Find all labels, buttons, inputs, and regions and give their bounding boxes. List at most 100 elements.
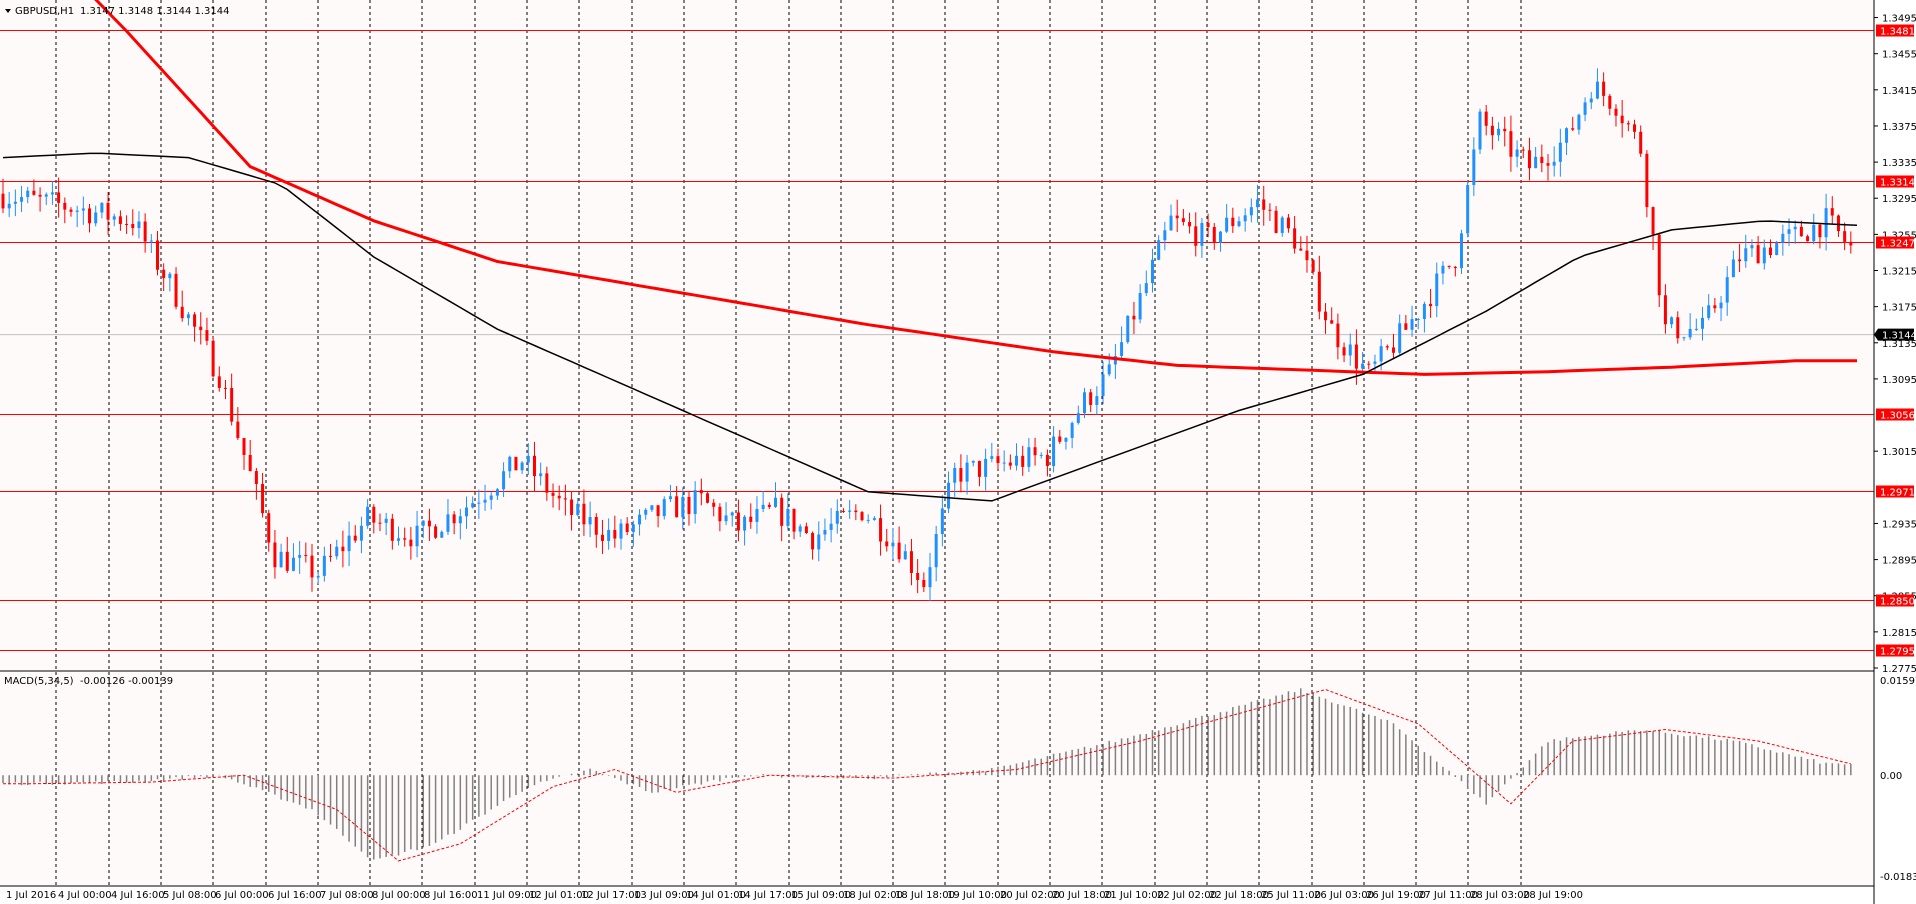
level-tag <box>1876 644 1914 657</box>
candle-body <box>162 269 166 279</box>
time-label: 19 Jul 10:00 <box>947 890 1007 901</box>
candle-body <box>1336 323 1340 348</box>
chart-header[interactable]: GBPUSD,H1 1.3147 1.3148 1.3144 1.3144 <box>5 6 230 17</box>
candle-body <box>1589 98 1593 103</box>
candle-body <box>891 542 895 547</box>
macd-header: MACD(5,34,5) -0.00126 -0.00139 <box>4 676 173 687</box>
candle-body <box>712 502 716 507</box>
candle-body <box>736 512 740 531</box>
price-tick-label: 1.3215 <box>1882 267 1916 278</box>
time-label: 4 Jul 16:00 <box>111 890 165 901</box>
candle-body <box>508 456 512 472</box>
candle-body <box>1317 271 1321 312</box>
candle-body <box>1639 131 1643 154</box>
time-label: 5 Jul 08:00 <box>163 890 217 901</box>
candle-body <box>1194 226 1198 246</box>
candle-body <box>1707 305 1711 318</box>
candle-body <box>965 462 969 482</box>
time-label: 26 Jul 03:00 <box>1314 890 1374 901</box>
candle-body <box>1799 226 1803 237</box>
candle-body <box>1113 355 1117 365</box>
candle-body <box>1101 374 1105 397</box>
candle-body <box>1694 328 1698 330</box>
time-label: 18 Jul 18:00 <box>895 890 955 901</box>
candle-body <box>1676 317 1680 339</box>
candle-body <box>440 531 444 538</box>
candle-body <box>1472 149 1476 186</box>
dropdown-arrow-icon[interactable] <box>5 9 11 13</box>
level-label: 1.3056 <box>1880 411 1915 422</box>
candle-body <box>1459 233 1463 269</box>
time-label: 22 Jul 02:00 <box>1157 890 1217 901</box>
candle-body <box>1429 303 1433 307</box>
candle-body <box>1657 234 1661 296</box>
candle-body <box>1781 233 1785 243</box>
candle-body <box>7 203 11 209</box>
candle-body <box>1509 131 1513 157</box>
candle-body <box>1175 215 1179 219</box>
candle-body <box>681 496 685 518</box>
candle-body <box>1577 114 1581 130</box>
candle-body <box>551 492 555 496</box>
time-label: 15 Jul 09:00 <box>791 890 851 901</box>
candle-body <box>1719 302 1723 309</box>
candle-body <box>205 330 209 341</box>
candle-body <box>1830 208 1834 216</box>
time-label: 22 Jul 18:00 <box>1209 890 1269 901</box>
candle-body <box>885 541 889 547</box>
candle-body <box>520 462 524 471</box>
candle-body <box>947 482 951 509</box>
candle-body <box>483 499 487 503</box>
candle-body <box>1793 226 1797 230</box>
candle-body <box>977 460 981 477</box>
candle-body <box>1262 199 1266 210</box>
candle-body <box>1756 245 1760 264</box>
candle-body <box>1497 128 1501 136</box>
time-label: 12 Jul 17:00 <box>581 890 641 901</box>
time-label: 6 Jul 16:00 <box>268 890 322 901</box>
candle-body <box>1070 422 1074 438</box>
candle-body <box>743 516 747 531</box>
candle-body <box>1385 346 1389 348</box>
macd-axis-bottom: -0.01834 <box>1880 872 1916 883</box>
level-label: 1.2795 <box>1880 647 1915 658</box>
time-axis: 1 Jul 2016 4 Jul 00:00 4 Jul 16:005 Jul 08… <box>6 890 1583 901</box>
candle-body <box>860 512 864 521</box>
candle-body <box>20 197 24 202</box>
candle-body <box>1379 346 1383 362</box>
candle-body <box>427 520 431 527</box>
candle-body <box>471 503 475 508</box>
candle-body <box>1324 311 1328 321</box>
candle-body <box>1688 328 1692 338</box>
level-tag <box>1876 594 1914 607</box>
candle-body <box>755 509 759 522</box>
candle-body <box>1663 295 1667 325</box>
candle-body <box>644 509 648 515</box>
candle-body <box>1453 266 1457 269</box>
candle-body <box>254 471 258 485</box>
candle-body <box>631 524 635 533</box>
candle-body <box>1002 462 1006 464</box>
candle-body <box>1836 215 1840 232</box>
candle-body <box>706 493 710 503</box>
candle-body <box>1064 437 1068 442</box>
candle-body <box>897 542 901 560</box>
candle-body <box>792 508 796 532</box>
candle-body <box>1107 364 1111 375</box>
current-price-label: 1.3144 <box>1882 331 1916 342</box>
ohlc-values: 1.3147 1.3148 1.3144 1.3144 <box>80 6 230 17</box>
time-label: 27 Jul 11:00 <box>1418 890 1478 901</box>
candle-body <box>13 201 17 204</box>
candle-body <box>1503 128 1507 132</box>
candle-body <box>1614 108 1618 116</box>
candle-body <box>273 542 277 568</box>
candle-body <box>1546 163 1550 166</box>
candle-body <box>1021 455 1025 467</box>
candle-body <box>1701 317 1704 329</box>
candle-body <box>495 489 499 496</box>
candle-body <box>984 458 988 477</box>
candle-body <box>125 223 129 225</box>
candle-body <box>1534 156 1538 169</box>
candle-body <box>1293 228 1297 249</box>
